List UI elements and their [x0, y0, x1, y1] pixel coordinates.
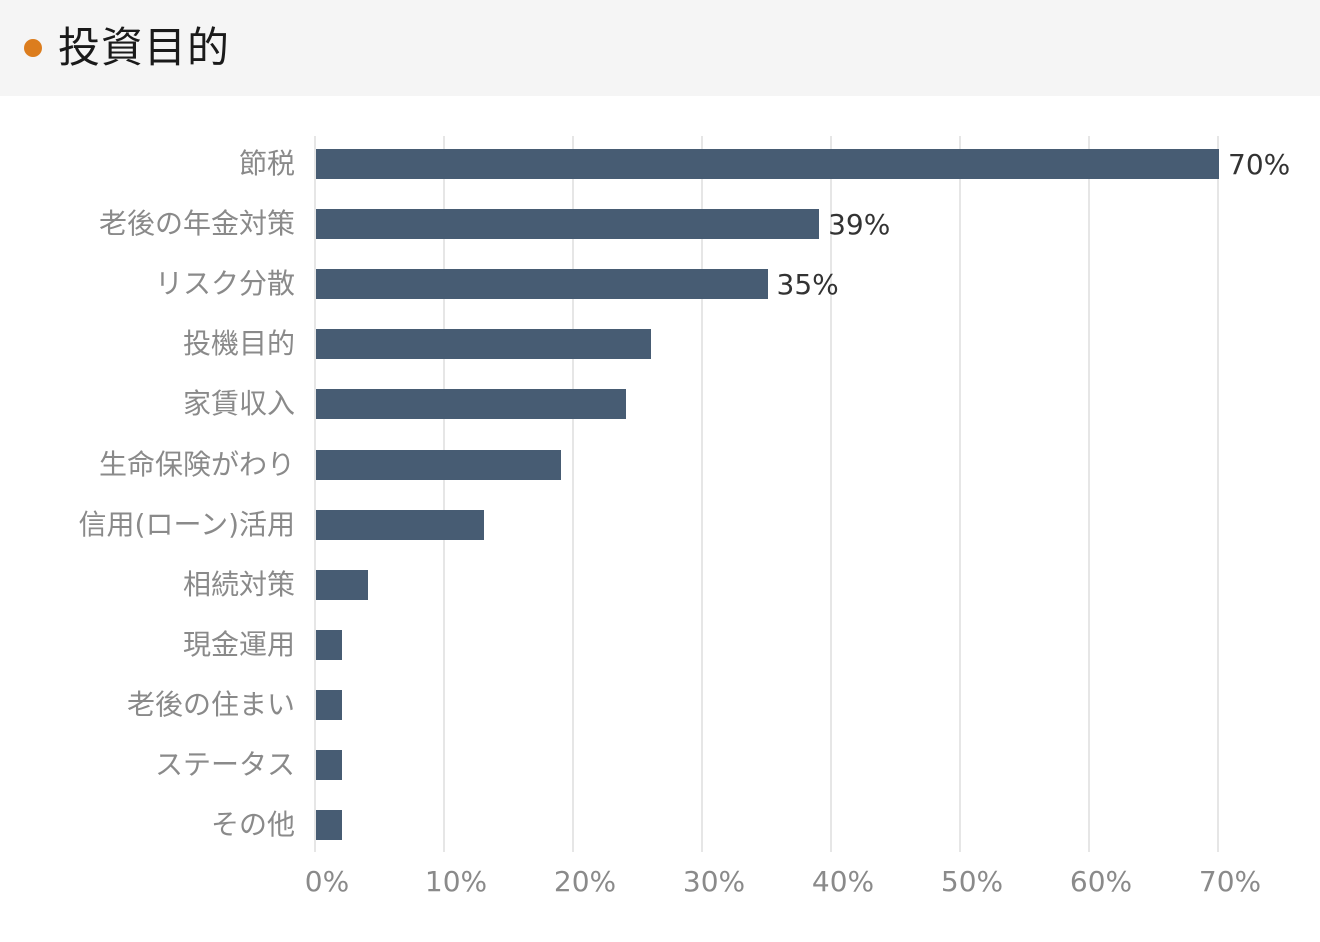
gridline: [314, 136, 316, 852]
chart-title: 投資目的: [58, 23, 231, 72]
category-label: 家賃収入: [182, 387, 295, 421]
category-label: 老後の年金対策: [98, 207, 295, 241]
data-label: 70%: [1228, 148, 1291, 181]
gridline: [1217, 136, 1219, 852]
gridline: [443, 136, 445, 852]
bar: [316, 689, 342, 720]
category-label: 投機目的: [182, 327, 295, 361]
x-tick-label: 60%: [1069, 865, 1133, 898]
bar: [316, 329, 652, 360]
category-label: その他: [210, 808, 295, 842]
x-tick-label: 0%: [304, 865, 350, 898]
bar: [316, 209, 820, 240]
gridline: [1088, 136, 1090, 852]
bar: [316, 509, 484, 540]
chart-header: 投資目的: [0, 0, 1320, 96]
bar: [316, 149, 1219, 179]
x-tick-label: 20%: [553, 865, 617, 898]
x-tick-label: 30%: [682, 865, 746, 898]
bar: [316, 449, 562, 480]
data-label: 39%: [828, 208, 891, 242]
category-label: 節税: [238, 147, 295, 180]
bar: [316, 629, 342, 660]
category-label: 老後の住まい: [126, 687, 295, 721]
gridline: [701, 136, 703, 852]
category-label: 信用(ローン)活用: [78, 507, 295, 541]
bar: [316, 569, 368, 600]
category-label: リスク分散: [154, 267, 295, 301]
category-label: 生命保険がわり: [98, 447, 295, 481]
category-label: ステータス: [154, 748, 295, 781]
x-tick-label: 70%: [1198, 865, 1262, 898]
gridline: [572, 136, 574, 852]
x-tick-label: 50%: [940, 865, 1004, 898]
bar: [316, 750, 342, 780]
x-tick-label: 10%: [424, 865, 488, 898]
x-tick-label: 40%: [811, 865, 875, 898]
bar: [316, 810, 342, 841]
category-label: 現金運用: [182, 627, 295, 661]
gridline: [959, 136, 961, 852]
bar: [316, 389, 626, 420]
category-label: 相続対策: [182, 567, 295, 601]
bar: [316, 269, 768, 300]
bullet-dot-icon: [24, 39, 42, 57]
gridline: [830, 136, 832, 852]
data-label: 35%: [776, 268, 839, 302]
